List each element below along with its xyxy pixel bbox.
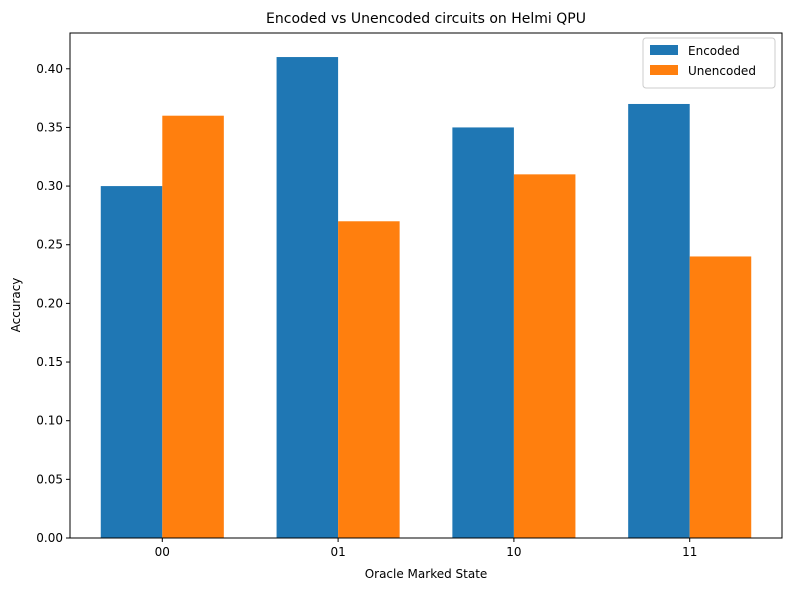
bar-unencoded-00 (162, 115, 224, 538)
bar-encoded-10 (452, 127, 514, 538)
bar-unencoded-01 (338, 221, 400, 538)
x-tick-label: 00 (155, 545, 170, 559)
y-tick-label: 0.10 (36, 414, 63, 428)
y-tick-label: 0.15 (36, 355, 63, 369)
y-axis: 0.00 0.05 0.10 0.15 0.20 0.25 0.30 0.35 0.40 (36, 62, 70, 545)
x-axis: 00 01 10 11 (155, 538, 697, 559)
bar-unencoded-11 (689, 256, 752, 538)
legend-swatch-unencoded (650, 65, 678, 75)
x-tick-label: 01 (330, 545, 345, 559)
x-tick-label: 11 (682, 545, 697, 559)
chart-title: Encoded vs Unencoded circuits on Helmi Q… (266, 11, 586, 27)
bar-encoded-00 (100, 186, 163, 538)
y-tick-label: 0.05 (36, 472, 63, 486)
legend-label-unencoded: Unencoded (688, 64, 756, 78)
legend-label-encoded: Encoded (688, 44, 740, 58)
y-tick-label: 0.40 (36, 62, 63, 76)
plot-frame (69, 32, 783, 539)
y-tick-label: 0.35 (36, 120, 63, 134)
y-axis-label: Accuracy (9, 278, 23, 333)
bar-encoded-11 (628, 103, 690, 539)
y-tick-label: 0.00 (36, 531, 63, 545)
x-tick-label: 10 (506, 545, 521, 559)
y-tick-label: 0.20 (36, 296, 63, 310)
legend: Encoded Unencoded (642, 37, 776, 89)
bar-unencoded-10 (513, 174, 576, 538)
x-axis-label: Oracle Marked State (365, 567, 488, 581)
y-tick-label: 0.25 (36, 238, 63, 252)
bars-group (100, 57, 752, 539)
bar-encoded-01 (276, 57, 339, 539)
legend-swatch-encoded (650, 45, 678, 55)
y-tick-label: 0.30 (36, 179, 63, 193)
